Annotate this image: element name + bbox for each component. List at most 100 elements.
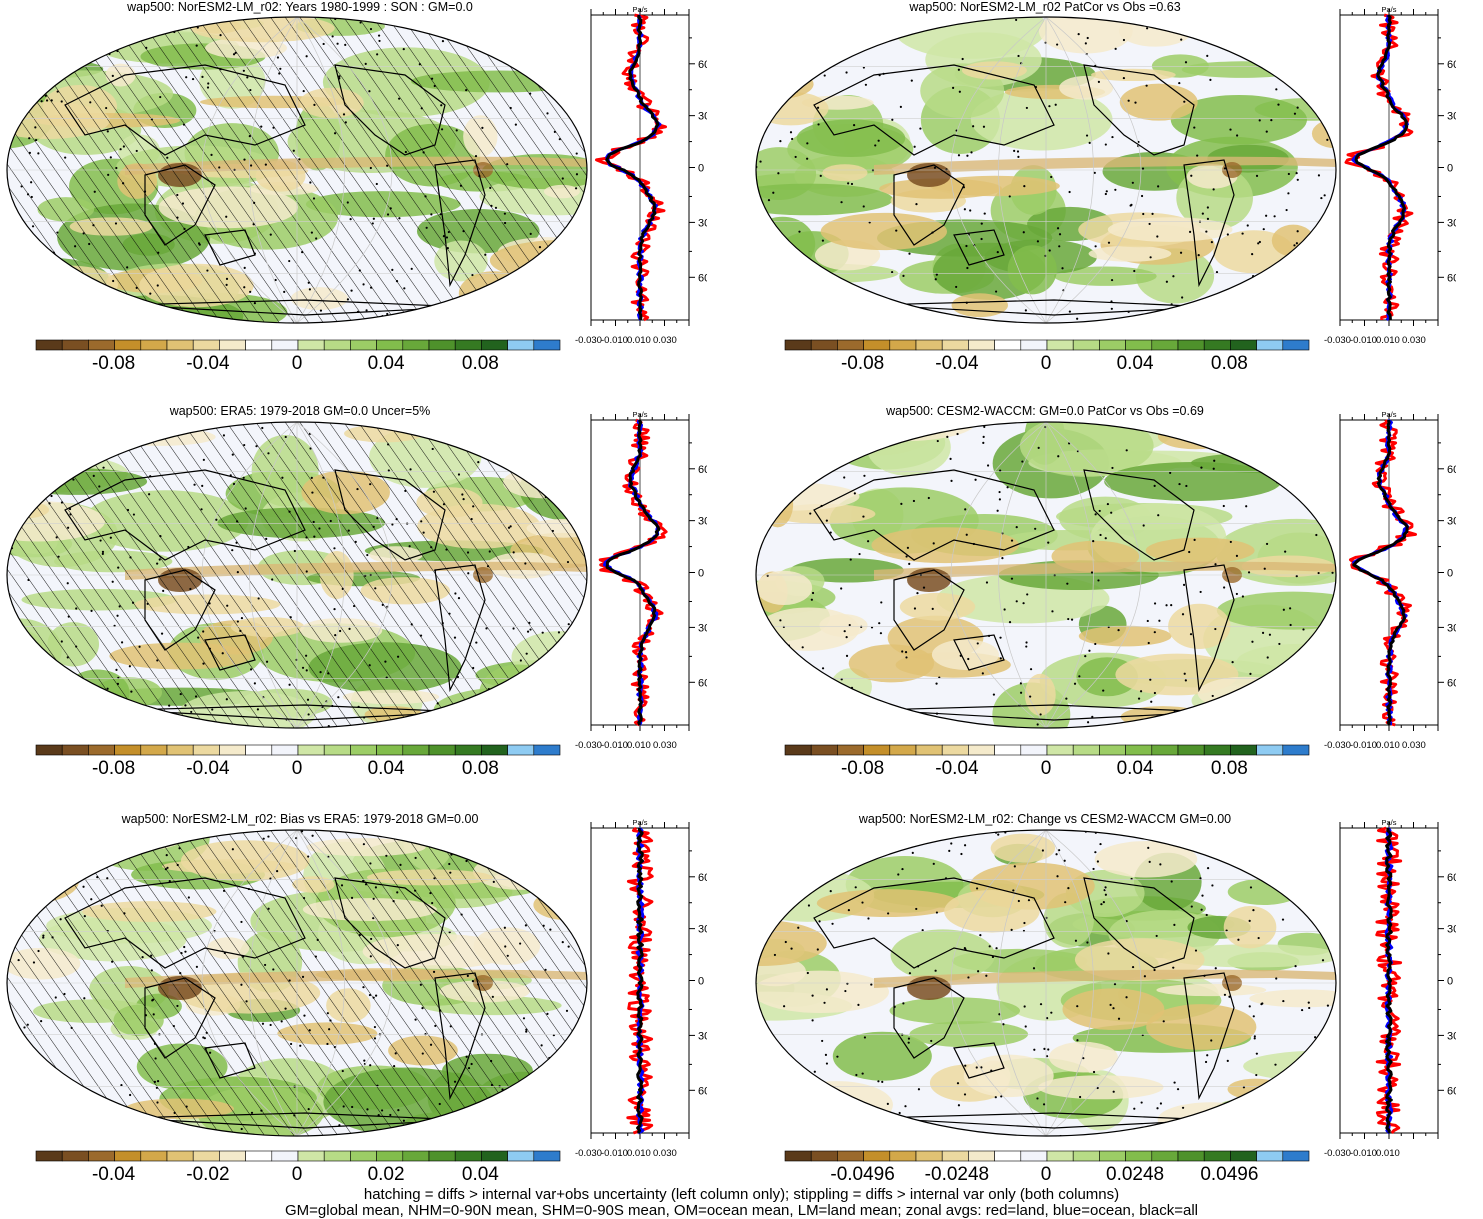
profile-ytick-label: 60S bbox=[698, 1085, 707, 1097]
panel-title-1: wap500: NorESM2-LM_r02: Years 1980-1999 … bbox=[127, 0, 473, 14]
profile-xtick-label: 0.010 bbox=[1376, 740, 1400, 751]
zonal-profile-4: Pa/s60N30N030S60S bbox=[1339, 410, 1456, 731]
colorbar-tick-label: 0.04 bbox=[367, 758, 405, 779]
colorbar-tick-label: 0 bbox=[291, 758, 303, 779]
profile-ytick-label: 30S bbox=[1447, 217, 1456, 229]
profile-xtick-label: -0.030 bbox=[575, 1148, 602, 1159]
profile-xtick-label: -0.030 bbox=[1324, 335, 1351, 346]
colorbar-tick-label: 0.08 bbox=[461, 758, 499, 779]
zonal-profile-1: Pa/s60N30N030S60S bbox=[590, 5, 707, 326]
profile-xtick-label: 0.010 bbox=[627, 335, 651, 346]
profile-xtick-label: -0.010 bbox=[1350, 740, 1377, 751]
profile-ytick-label: 60N bbox=[1447, 464, 1456, 476]
colorbar-1 bbox=[35, 339, 561, 351]
colorbar-tick-label: 0 bbox=[1040, 1164, 1052, 1185]
zonal-profile-3: Pa/s60N30N030S60S bbox=[590, 410, 707, 731]
panel-title-2: wap500: NorESM2-LM_r02 PatCor vs Obs =0.… bbox=[909, 0, 1181, 14]
profile-ytick-label: 30N bbox=[1447, 924, 1456, 936]
map-1 bbox=[6, 16, 588, 324]
colorbar-tick-label: 0.08 bbox=[1210, 353, 1248, 374]
panel-title-6: wap500: NorESM2-LM_r02: Change vs CESM2-… bbox=[858, 812, 1232, 826]
profile-ytick-label: 0 bbox=[698, 976, 704, 988]
colorbar-tick-label: 0 bbox=[291, 353, 303, 374]
panel-title-5: wap500: NorESM2-LM_r02: Bias vs ERA5: 19… bbox=[121, 812, 479, 826]
profile-xtick-label: -0.030 bbox=[575, 740, 602, 751]
colorbar-tick-label: 0.08 bbox=[461, 353, 499, 374]
colorbar-3 bbox=[35, 744, 561, 756]
colorbar-tick-label: 0.04 bbox=[367, 353, 405, 374]
colorbar-tick-label: 0 bbox=[291, 1164, 303, 1185]
map-3 bbox=[6, 421, 588, 729]
profile-xtick-label: 0.030 bbox=[1402, 740, 1426, 751]
profile-ytick-label: 30N bbox=[698, 924, 707, 936]
map-2 bbox=[755, 16, 1337, 324]
colorbar-tick-label: 0.04 bbox=[1116, 758, 1154, 779]
zonal-profile-6: Pa/s60N30N030S60S bbox=[1339, 818, 1456, 1139]
colorbar-5 bbox=[35, 1150, 561, 1162]
profile-xtick-label: -0.010 bbox=[1350, 335, 1377, 346]
colorbar-tick-label: -0.04 bbox=[186, 353, 230, 374]
colorbar-tick-label: -0.02 bbox=[186, 1164, 230, 1185]
colorbar-tick-label: -0.04 bbox=[91, 1164, 136, 1185]
profile-ytick-label: 60N bbox=[698, 59, 707, 71]
profile-ytick-label: 30S bbox=[698, 1030, 707, 1042]
profile-ytick-label: 60N bbox=[1447, 59, 1456, 71]
colorbar-tick-label: -0.0248 bbox=[924, 1164, 990, 1185]
profile-ytick-label: 30S bbox=[1447, 1030, 1456, 1042]
profile-xtick-label: -0.010 bbox=[601, 335, 628, 346]
colorbar-tick-label: -0.04 bbox=[186, 758, 230, 779]
profile-ytick-label: 30N bbox=[698, 111, 707, 123]
colorbar-tick-label: -0.04 bbox=[935, 758, 979, 779]
colorbar-tick-label: 0.04 bbox=[461, 1164, 499, 1185]
colorbar-tick-label: -0.08 bbox=[840, 758, 885, 779]
profile-ytick-label: 30N bbox=[1447, 111, 1456, 123]
colorbar-tick-label: 0.0496 bbox=[1200, 1164, 1259, 1185]
footer-line-1: hatching = diffs > internal var+obs unce… bbox=[363, 1186, 1120, 1203]
profile-xtick-label: 0.010 bbox=[1376, 1148, 1400, 1159]
profile-xtick-label: 0.010 bbox=[1376, 335, 1400, 346]
profile-ytick-label: 30S bbox=[698, 622, 707, 634]
profile-ytick-label: 30S bbox=[1447, 622, 1456, 634]
colorbar-2 bbox=[784, 339, 1310, 351]
profile-xtick-label: -0.030 bbox=[575, 335, 602, 346]
colorbar-6 bbox=[784, 1150, 1310, 1162]
map-6 bbox=[755, 829, 1337, 1137]
colorbar-tick-label: 0.08 bbox=[1210, 758, 1248, 779]
profile-ytick-label: 60N bbox=[698, 464, 707, 476]
profile-xtick-label: 0.030 bbox=[1402, 335, 1426, 346]
colorbar-tick-label: -0.08 bbox=[91, 758, 136, 779]
zonal-profile-2: Pa/s60N30N030S60S bbox=[1339, 5, 1456, 326]
footer-line-2: GM=global mean, NHM=0-90N mean, SHM=0-90… bbox=[284, 1202, 1198, 1219]
profile-xtick-label: -0.030 bbox=[1324, 740, 1351, 751]
colorbar-tick-label: 0.02 bbox=[367, 1164, 405, 1185]
colorbar-tick-label: -0.0496 bbox=[830, 1164, 895, 1185]
profile-ytick-label: 60S bbox=[1447, 1085, 1456, 1097]
profile-ytick-label: 60S bbox=[1447, 272, 1456, 284]
map-5 bbox=[6, 829, 588, 1137]
profile-ytick-label: 0 bbox=[698, 568, 704, 580]
colorbar-tick-label: 0 bbox=[1040, 353, 1052, 374]
colorbar-tick-label: -0.04 bbox=[935, 353, 979, 374]
profile-xtick-label: -0.010 bbox=[601, 740, 628, 751]
profile-xtick-label: -0.030 bbox=[1324, 1148, 1351, 1159]
profile-ytick-label: 0 bbox=[1447, 163, 1453, 175]
colorbar-tick-label: 0.0248 bbox=[1106, 1164, 1165, 1185]
colorbar-tick-label: -0.08 bbox=[91, 353, 136, 374]
colorbar-tick-label: 0.04 bbox=[1116, 353, 1154, 374]
colorbar-tick-label: -0.08 bbox=[840, 353, 885, 374]
profile-xtick-label: 0.030 bbox=[653, 335, 677, 346]
profile-ytick-label: 0 bbox=[1447, 568, 1453, 580]
profile-xtick-label: -0.010 bbox=[601, 1148, 628, 1159]
profile-ytick-label: 60N bbox=[1447, 872, 1456, 884]
profile-xtick-label: -0.010 bbox=[1350, 1148, 1377, 1159]
profile-ytick-label: 30S bbox=[698, 217, 707, 229]
profile-ytick-label: 0 bbox=[698, 163, 704, 175]
profile-ytick-label: 60S bbox=[1447, 677, 1456, 689]
panel-title-4: wap500: CESM2-WACCM: GM=0.0 PatCor vs Ob… bbox=[886, 404, 1204, 418]
profile-ytick-label: 30N bbox=[1447, 516, 1456, 528]
profile-ytick-label: 0 bbox=[1447, 976, 1453, 988]
profile-xtick-label: 0.030 bbox=[653, 1148, 677, 1159]
colorbar-4 bbox=[784, 744, 1310, 756]
colorbar-tick-label: 0 bbox=[1040, 758, 1052, 779]
zonal-profile-5: Pa/s60N30N030S60S bbox=[590, 818, 707, 1139]
